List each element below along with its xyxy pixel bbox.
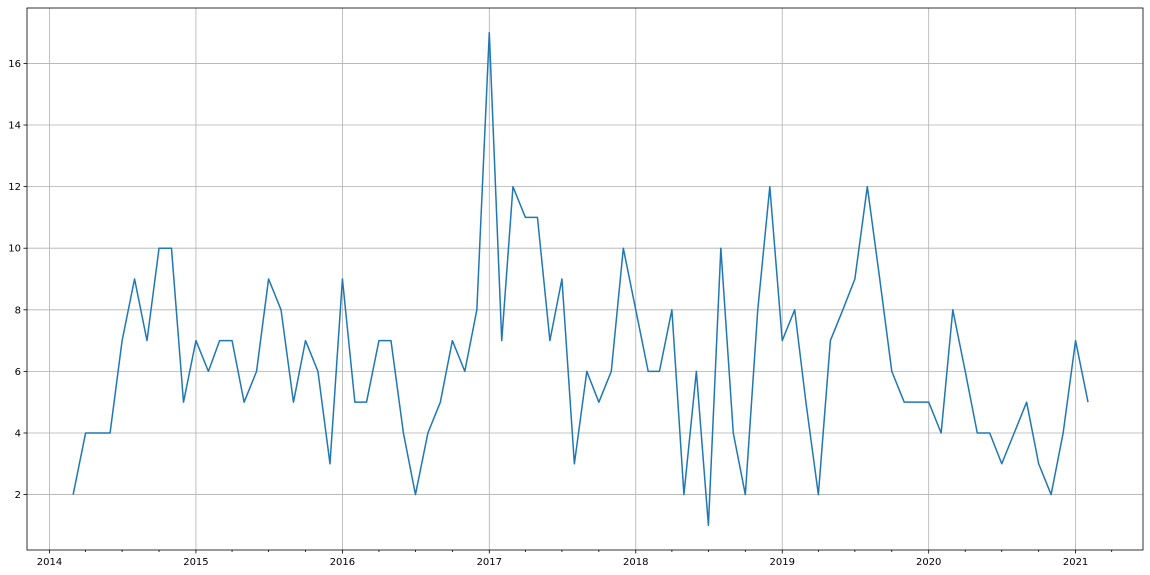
x-axis: 2014 2015 2016 2017 2018 2019 2020 2021 (37, 550, 1113, 568)
y-tick-label: 2 (15, 490, 21, 501)
x-tick-label: 2020 (916, 557, 941, 568)
x-tick-label: 2017 (477, 557, 502, 568)
y-gridlines (27, 63, 1143, 495)
x-tick-label: 2021 (1063, 557, 1088, 568)
y-tick-label: 4 (15, 428, 21, 439)
series-line (72, 31, 1089, 527)
x-tick-label: 2018 (623, 557, 648, 568)
x-tick-label: 2015 (183, 557, 208, 568)
y-tick-label: 10 (8, 244, 21, 255)
y-tick-label: 16 (8, 59, 21, 70)
x-tick-label: 2016 (330, 557, 355, 568)
x-tick-label: 2019 (770, 557, 795, 568)
x-tick-label: 2014 (37, 557, 62, 568)
axes-frame (26, 7, 1144, 551)
y-tick-label: 12 (8, 182, 21, 193)
y-tick-label: 14 (8, 121, 21, 132)
y-tick-label: 8 (15, 305, 21, 316)
y-axis: 2 4 6 8 10 12 14 16 (8, 59, 27, 501)
y-tick-label: 6 (15, 367, 21, 378)
